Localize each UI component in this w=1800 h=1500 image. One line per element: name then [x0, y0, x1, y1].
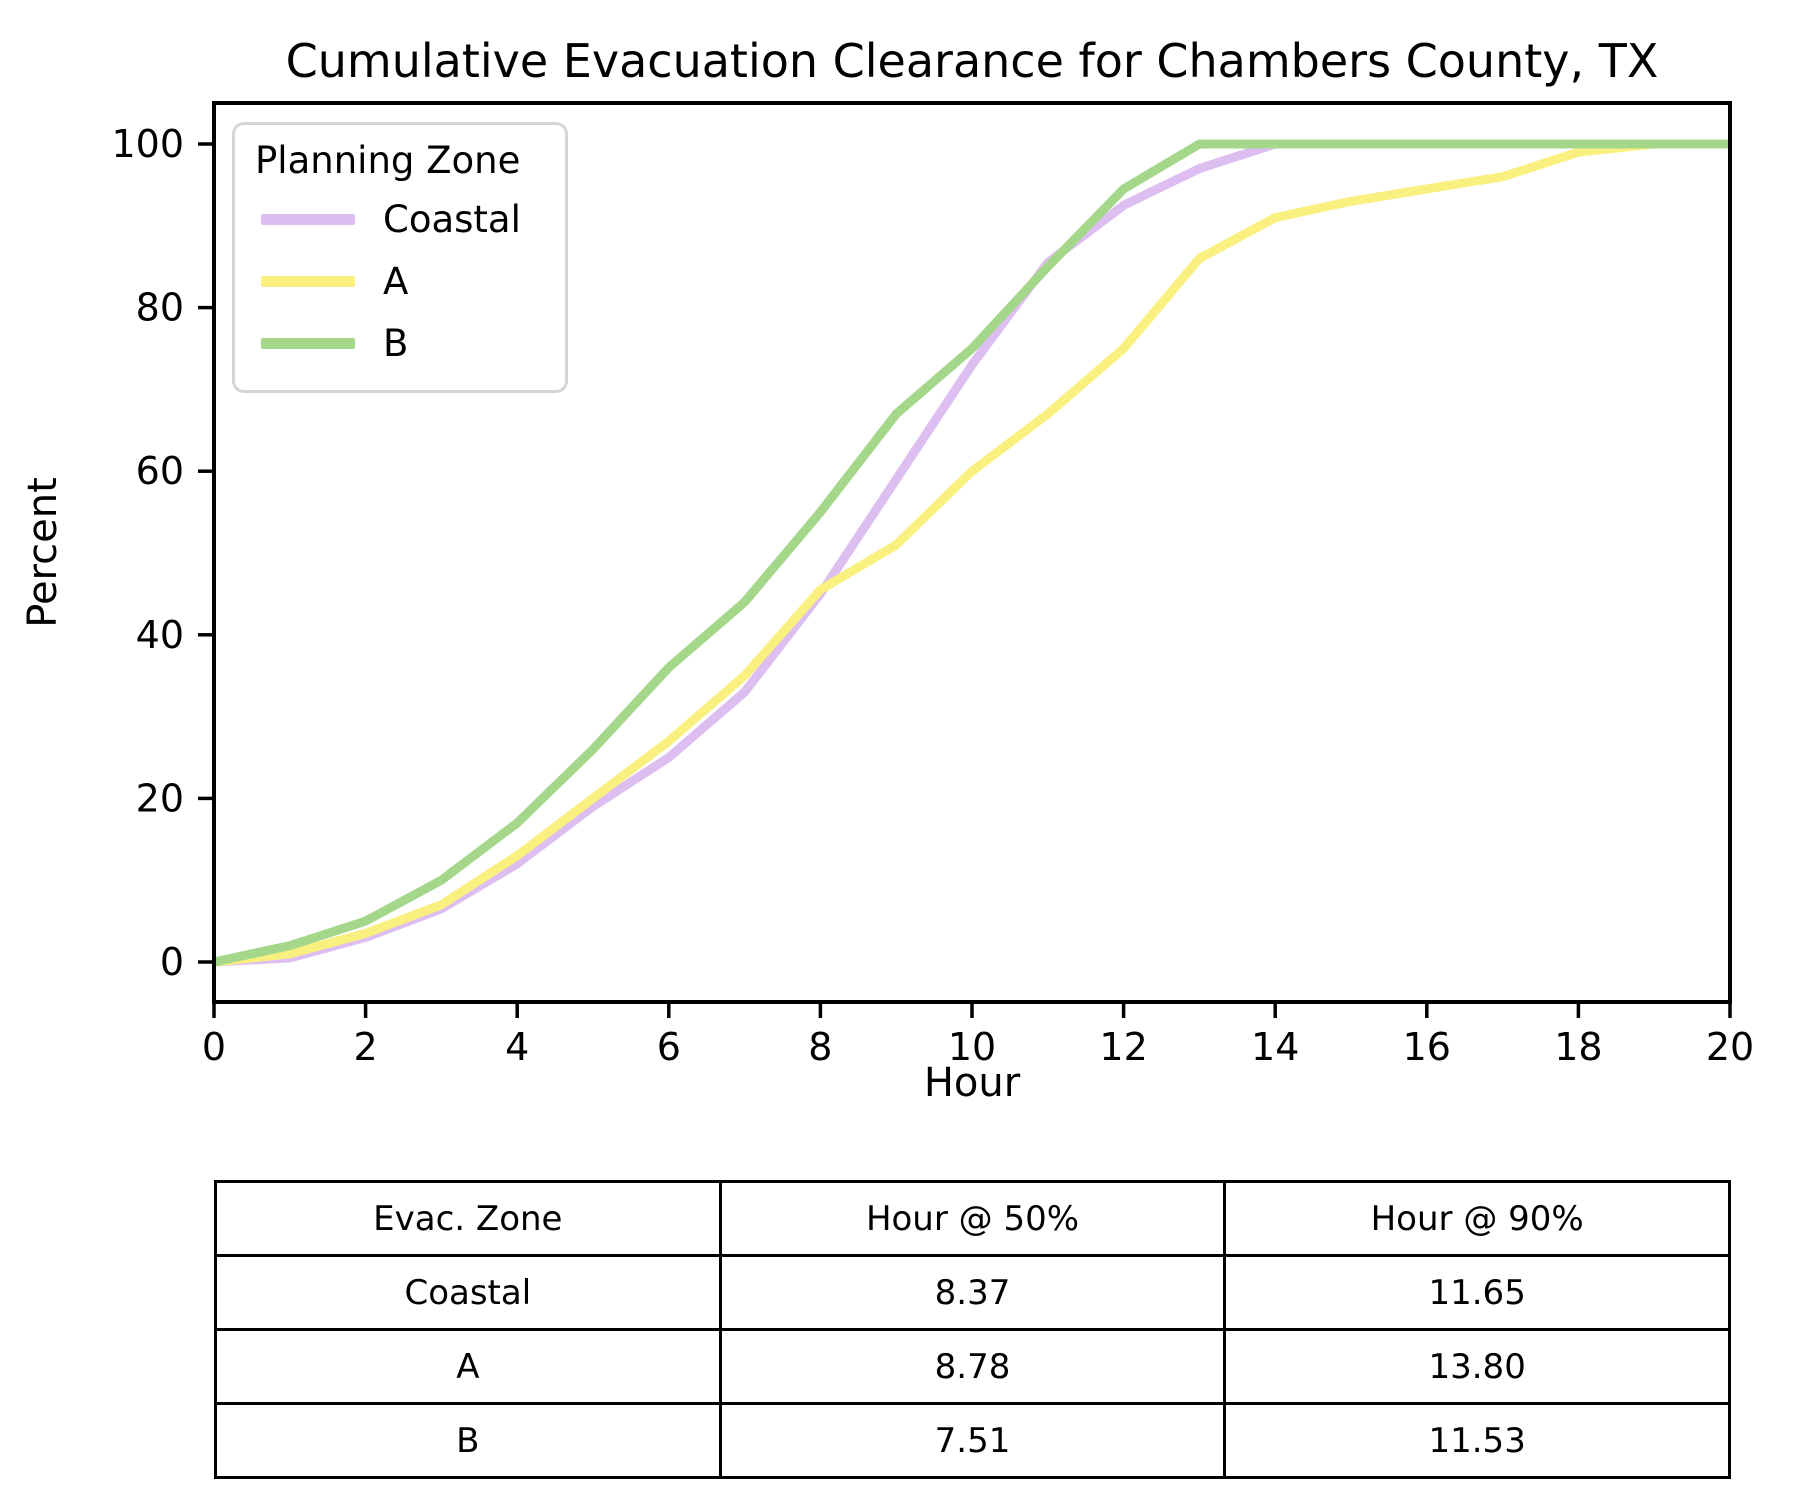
x-axis-tick-label: 14 [1251, 1025, 1299, 1069]
legend-swatch-a [261, 275, 355, 287]
table-row: B 7.51 11.53 [214, 1402, 1731, 1479]
table-cell: 13.80 [1223, 1328, 1731, 1405]
x-axis-tick-label: 2 [354, 1025, 378, 1069]
y-axis-tick-label: 40 [136, 613, 184, 657]
table-cell: 7.51 [718, 1402, 1227, 1479]
table-cell: A [214, 1328, 722, 1405]
y-axis-tick-label: 100 [111, 122, 184, 166]
table-row: Coastal 8.37 11.65 [214, 1254, 1731, 1331]
table-cell: 8.37 [718, 1254, 1227, 1331]
table-header-cell: Hour @ 50% [718, 1180, 1227, 1257]
y-axis-tick-label: 0 [160, 940, 184, 984]
summary-table: Evac. Zone Hour @ 50% Hour @ 90% Coastal 8.3… [214, 1180, 1731, 1479]
legend-label: Coastal [383, 197, 521, 241]
legend-item-b: B [235, 312, 565, 374]
table-cell: 8.78 [718, 1328, 1227, 1405]
legend-label: A [383, 259, 409, 303]
x-axis-label: Hour [924, 1060, 1021, 1106]
legend-label: B [383, 321, 409, 365]
series-line-b [213, 139, 1730, 967]
table-cell: B [214, 1402, 722, 1479]
series-line-a [213, 139, 1730, 967]
y-axis-tick-label: 60 [136, 449, 184, 493]
y-axis-tick-label: 20 [136, 776, 184, 820]
plot-border [212, 101, 1732, 1004]
y-axis-tick-label: 80 [136, 286, 184, 330]
table-header-row: Evac. Zone Hour @ 50% Hour @ 90% [214, 1180, 1731, 1257]
table-header-cell: Hour @ 90% [1223, 1180, 1731, 1257]
table-row: A 8.78 13.80 [214, 1328, 1731, 1405]
x-axis-tick-label: 20 [1706, 1025, 1754, 1069]
table-cell: 11.65 [1223, 1254, 1731, 1331]
legend: Planning Zone Coastal A B [232, 122, 568, 393]
table-cell: Coastal [214, 1254, 722, 1331]
x-axis-tick-label: 10 [948, 1025, 996, 1069]
x-axis-tick-label: 16 [1403, 1025, 1451, 1069]
x-axis-tick-label: 0 [202, 1025, 226, 1069]
x-axis-tick-label: 8 [808, 1025, 832, 1069]
y-axis-label: Percent [20, 477, 66, 628]
legend-title: Planning Zone [255, 139, 521, 182]
x-axis-tick-label: 12 [1099, 1025, 1147, 1069]
legend-swatch-b [261, 337, 355, 349]
legend-item-coastal: Coastal [235, 188, 565, 250]
chart-title: Cumulative Evacuation Clearance for Cham… [285, 34, 1659, 88]
legend-swatch-coastal [261, 213, 355, 225]
table-header-cell: Evac. Zone [214, 1180, 722, 1257]
x-axis-tick-label: 18 [1554, 1025, 1602, 1069]
legend-item-a: A [235, 250, 565, 312]
table-cell: 11.53 [1223, 1402, 1731, 1479]
x-axis-tick-label: 4 [505, 1025, 529, 1069]
x-axis-tick-label: 6 [657, 1025, 681, 1069]
